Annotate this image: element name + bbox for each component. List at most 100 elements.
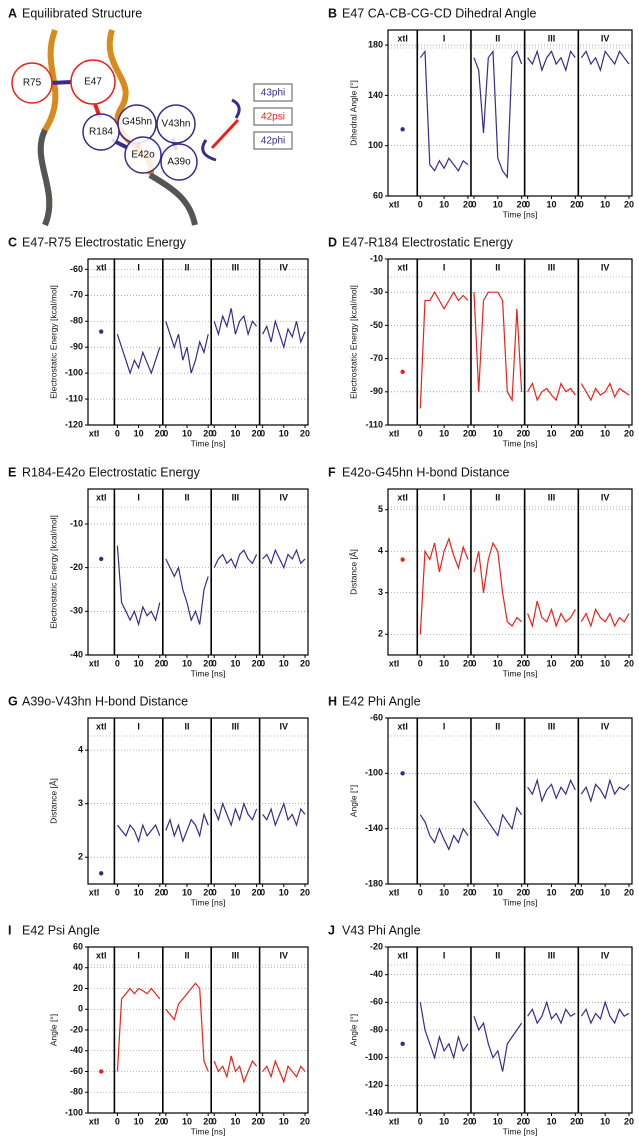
- plot-frame: [387, 29, 633, 197]
- x-tick-label: 0: [525, 199, 530, 209]
- x-tick-label: 10: [279, 1116, 289, 1126]
- x-tick-label: 10: [439, 887, 449, 897]
- plot-frame: [387, 946, 633, 1114]
- x-tick-label: 10: [182, 428, 192, 438]
- x-tick-label: 10: [600, 428, 610, 438]
- x-tick-label: 0: [115, 428, 120, 438]
- x-axis-label: Time [ns]: [191, 438, 226, 448]
- y-tick-label: -20: [70, 1024, 83, 1034]
- plot-frame: [387, 258, 633, 426]
- panel-title: E47 CA-CB-CG-CD Dihedral Angle: [342, 6, 537, 20]
- x-tick-label: 20: [570, 1116, 580, 1126]
- node: [156, 104, 196, 144]
- segment-label: II: [184, 721, 189, 731]
- series-line: [527, 778, 576, 803]
- legend-box: [253, 131, 293, 150]
- y-axis-label: Distance [Å]: [48, 778, 58, 824]
- x-tick-label: 20: [300, 1116, 310, 1126]
- series-line: [165, 321, 209, 374]
- panel-letter: E: [8, 465, 16, 479]
- segment-label: I: [443, 492, 446, 502]
- x-tick-label: 0: [115, 1116, 120, 1126]
- segment-label: I: [137, 950, 140, 960]
- x-tick-label: 0: [260, 887, 265, 897]
- x-tick-label: 20: [252, 1116, 262, 1126]
- y-tick-label: 3: [378, 587, 383, 597]
- xtl-point: [400, 369, 405, 375]
- x-tick-label: 20: [570, 428, 580, 438]
- segment-label: IV: [601, 262, 610, 272]
- y-tick-label: 2: [78, 852, 83, 862]
- segment-label: II: [495, 721, 500, 731]
- segment-label: III: [232, 721, 240, 731]
- series-line: [116, 823, 161, 844]
- series-line: [419, 49, 469, 172]
- series-line: [580, 1000, 630, 1025]
- x-tick-label: 10: [279, 428, 289, 438]
- y-tick-label: -140: [365, 1107, 383, 1117]
- segment-label: II: [184, 950, 189, 960]
- series-line: [213, 801, 258, 828]
- segment-label: I: [137, 492, 140, 502]
- node-label: E47: [84, 77, 102, 88]
- y-tick-label: -10: [370, 253, 383, 263]
- x-tick-label: 0: [579, 658, 584, 668]
- panel-title: E42 Phi Angle: [342, 694, 421, 708]
- segment-label: III: [548, 950, 556, 960]
- x-axis-label: Time [ns]: [503, 897, 538, 907]
- segment-label: III: [232, 492, 240, 502]
- x-tick-label: 20: [155, 658, 165, 668]
- y-tick-label: -60: [70, 1066, 83, 1076]
- arrow: [231, 98, 241, 119]
- y-axis-label: Distance [Å]: [348, 549, 358, 595]
- x-tick-label: xtl: [89, 1116, 100, 1126]
- segment-label: IV: [280, 721, 289, 731]
- series-line: [419, 536, 469, 635]
- panel-title: E42 Psi Angle: [22, 923, 100, 937]
- y-tick-label: -40: [370, 969, 383, 979]
- x-tick-label: 10: [600, 199, 610, 209]
- xtl-point: [400, 1041, 405, 1047]
- plot-frame: [387, 488, 633, 656]
- y-tick-label: -10: [70, 518, 83, 528]
- y-tick-label: -50: [370, 320, 383, 330]
- x-tick-label: 20: [203, 1116, 213, 1126]
- y-axis-label: Electrostatic Energy [kcal/mol]: [48, 285, 58, 399]
- series-line: [580, 778, 630, 803]
- x-tick-label: 10: [600, 658, 610, 668]
- series-line: [213, 1055, 258, 1084]
- x-tick-label: 10: [546, 428, 556, 438]
- arrow: [210, 118, 240, 150]
- node-label: E42o: [131, 150, 155, 161]
- x-tick-label: 20: [463, 199, 473, 209]
- x-axis-label: Time [ns]: [503, 209, 538, 219]
- x-tick-label: 10: [279, 658, 289, 668]
- segment-label: III: [232, 950, 240, 960]
- x-tick-label: 10: [230, 658, 240, 668]
- x-tick-label: 20: [463, 1116, 473, 1126]
- legend-label: 42psi: [261, 112, 285, 123]
- xtl-point: [99, 871, 104, 876]
- y-tick-label: -140: [365, 823, 383, 833]
- legend-box: [253, 107, 293, 126]
- y-tick-label: 4: [378, 546, 383, 556]
- x-tick-label: 0: [471, 1116, 476, 1126]
- node-label: R75: [23, 78, 42, 89]
- series-line: [580, 50, 630, 73]
- panel-letter: G: [8, 694, 18, 708]
- x-tick-label: 0: [212, 1116, 217, 1126]
- x-tick-label: 10: [439, 199, 449, 209]
- xtl-point: [99, 329, 104, 334]
- x-tick-label: 10: [134, 658, 144, 668]
- segment-label: III: [548, 262, 556, 272]
- x-axis-label: Time [ns]: [191, 668, 226, 678]
- panel-title: R184-E42o Electrostatic Energy: [22, 465, 201, 479]
- series-line: [527, 381, 576, 402]
- x-tick-label: 0: [212, 658, 217, 668]
- node-label: A39o: [167, 157, 191, 168]
- y-tick-label: -90: [370, 386, 383, 396]
- xtl-header: xtl: [397, 492, 408, 502]
- plot-frame: [87, 258, 309, 426]
- segment-label: IV: [280, 950, 289, 960]
- xtl-header: xtl: [96, 721, 107, 731]
